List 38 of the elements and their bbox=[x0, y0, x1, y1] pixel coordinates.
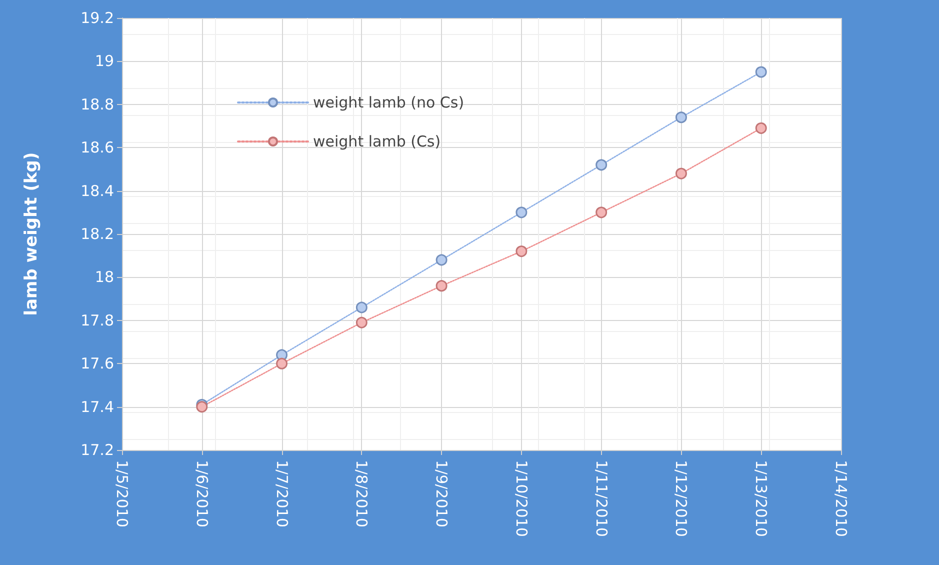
y-tick-label: 19 bbox=[94, 52, 114, 70]
point bbox=[356, 302, 368, 314]
x-tick-label: 1/7/2010 bbox=[272, 460, 291, 528]
y-tick-label: 19.2 bbox=[80, 9, 114, 27]
point bbox=[276, 358, 288, 370]
y-tick-label: 17.4 bbox=[80, 398, 114, 416]
x-tick-label: 1/5/2010 bbox=[113, 460, 131, 528]
point bbox=[356, 316, 368, 328]
y-axis-title: lamb weight (kg) bbox=[22, 152, 42, 316]
y-tick-label: 18 bbox=[94, 268, 114, 286]
point bbox=[596, 159, 608, 171]
point bbox=[436, 280, 448, 292]
x-tick-label: 1/8/2010 bbox=[352, 460, 371, 528]
point bbox=[755, 122, 767, 134]
x-tick-label: 1/14/2010 bbox=[832, 460, 850, 537]
point bbox=[675, 168, 687, 180]
point bbox=[596, 206, 608, 218]
y-tick-label: 18.2 bbox=[80, 225, 114, 243]
point bbox=[196, 401, 208, 413]
point bbox=[755, 66, 767, 78]
y-tick-label: 18.6 bbox=[80, 138, 114, 157]
y-tick-label: 17.2 bbox=[80, 441, 114, 459]
x-tick-label: 1/12/2010 bbox=[672, 460, 690, 537]
y-tick-label: 17.6 bbox=[80, 354, 114, 373]
point bbox=[436, 254, 448, 266]
point bbox=[516, 206, 528, 218]
point bbox=[516, 246, 528, 258]
y-tick-label: 17.8 bbox=[80, 311, 114, 330]
x-tick-label: 1/9/2010 bbox=[432, 460, 451, 528]
y-tick-label: 18.4 bbox=[80, 182, 114, 200]
x-tick-label: 1/11/2010 bbox=[592, 460, 610, 537]
y-tick-label: 18.8 bbox=[80, 95, 114, 114]
legend-label: weight lamb (no Cs) bbox=[313, 94, 464, 112]
legend-label: weight lamb (Cs) bbox=[313, 132, 441, 150]
x-tick-label: 1/10/2010 bbox=[512, 460, 530, 537]
point bbox=[675, 112, 687, 124]
x-tick-label: 1/6/2010 bbox=[192, 460, 211, 528]
x-tick-label: 1/13/2010 bbox=[752, 460, 770, 537]
